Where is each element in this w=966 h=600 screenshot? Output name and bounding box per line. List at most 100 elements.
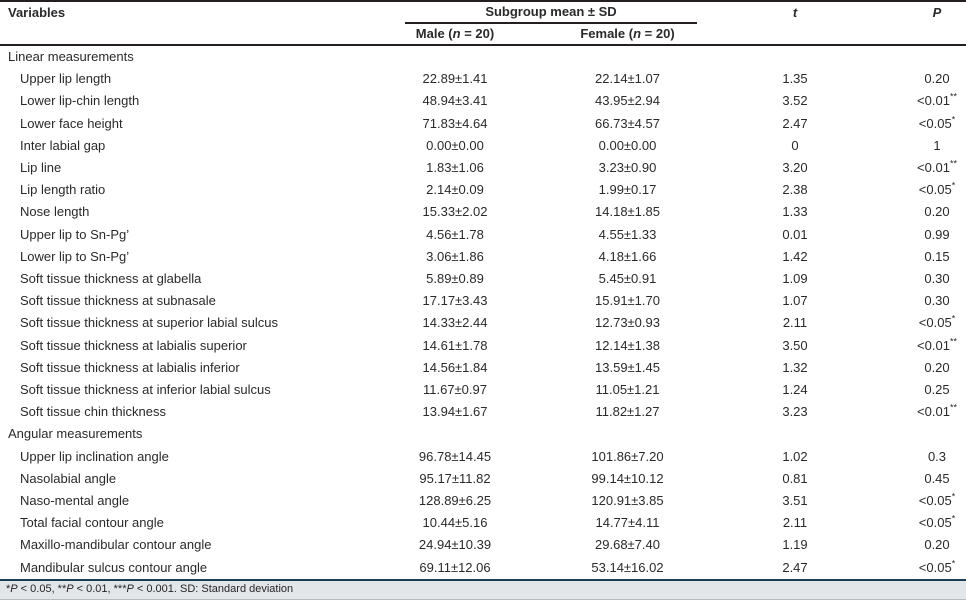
male-mean-sd: 128.89±6.25	[418, 493, 492, 509]
female-mean-sd: 53.14±16.02	[591, 559, 664, 575]
variable-name: Soft tissue thickness at glabella	[20, 271, 202, 287]
footnote: *P < 0.05, **P < 0.01, ***P < 0.001. SD:…	[0, 578, 966, 600]
table-row: Upper lip length 22.89±1.41 22.14±1.07 1.35…	[0, 68, 966, 90]
female-mean-sd: 3.23±0.90	[598, 160, 657, 176]
female-mean-sd: 0.00±0.00	[598, 137, 657, 153]
variable-name: Soft tissue thickness at superior labial…	[20, 315, 278, 331]
female-mean-sd: 4.55±1.33	[598, 226, 657, 242]
p-value: 0.15	[924, 248, 950, 264]
female-mean-sd: 12.14±1.38	[595, 337, 660, 353]
table-row: Lower face height 71.83±4.64 66.73±4.57 2.4…	[0, 113, 966, 135]
significance-marker: *	[951, 314, 956, 325]
t-value: 3.50	[782, 337, 808, 353]
p-value: 0.20	[924, 71, 950, 87]
female-mean-sd: 1.99±0.17	[598, 182, 657, 198]
table-row: Lip line 1.83±1.06 3.23±0.90 3.20 <0.01**	[0, 157, 966, 179]
variable-name: Lower lip to Sn-Pg’	[20, 248, 130, 264]
t-value: 1.35	[782, 71, 808, 87]
female-mean-sd: 4.18±1.66	[598, 248, 657, 264]
table-header: Variables Subgroup mean ± SD t P Male (n…	[0, 1, 966, 45]
female-mean-sd: 29.68±7.40	[595, 537, 660, 553]
female-mean-sd: 14.18±1.85	[595, 204, 660, 220]
section-label: Linear measurements	[8, 49, 134, 64]
male-mean-sd: 5.89±0.89	[426, 271, 484, 287]
male-mean-sd: 71.83±4.64	[422, 115, 488, 131]
significance-marker: *	[951, 491, 956, 502]
variable-name: Lower face height	[20, 115, 123, 131]
t-value: 1.33	[782, 204, 808, 220]
t-value: 3.52	[782, 93, 808, 109]
significance-marker: **	[949, 92, 957, 103]
significance-marker: **	[949, 402, 957, 413]
column-header-subgroup: Subgroup mean ± SD	[375, 1, 720, 24]
column-header-male: Male (n = 20)	[415, 26, 495, 41]
t-value: 0	[791, 137, 799, 153]
table-row: Inter labial gap 0.00±0.00 0.00±0.00 0 1	[0, 135, 966, 157]
t-value: 0.01	[782, 226, 808, 242]
t-value: 1.07	[782, 293, 808, 309]
variable-name: Inter labial gap	[20, 137, 106, 153]
table-row: Soft tissue thickness at labialis superi…	[0, 335, 966, 357]
p-value: 0.20	[924, 537, 950, 553]
variable-name: Soft tissue thickness at inferior labial…	[20, 382, 271, 398]
t-value: 2.11	[782, 515, 808, 531]
female-mean-sd: 66.73±4.57	[595, 115, 660, 131]
variable-name: Upper lip inclination angle	[20, 448, 169, 464]
table-row: Nasolabial angle 95.17±11.82 99.14±10.12 0.…	[0, 468, 966, 490]
table-row: Lip length ratio 2.14±0.09 1.99±0.17 2.38 <0…	[0, 179, 966, 201]
male-mean-sd: 22.89±1.41	[422, 71, 488, 87]
section-label: Angular measurements	[8, 426, 143, 442]
female-mean-sd: 11.82±1.27	[595, 404, 660, 420]
significance-marker: *	[951, 114, 956, 125]
t-value: 2.47	[782, 115, 808, 131]
table-row: Total facial contour angle 10.44±5.16 14.7…	[0, 512, 966, 534]
t-value: 1.02	[782, 448, 808, 464]
significance-marker: **	[949, 336, 957, 347]
variable-name: Total facial contour angle	[20, 515, 164, 531]
variable-name: Nose length	[20, 204, 90, 220]
significance-marker: **	[949, 158, 957, 169]
male-mean-sd: 4.56±1.78	[426, 226, 484, 242]
p-value: <0.05*	[918, 513, 956, 531]
variable-name: Upper lip to Sn-Pg’	[20, 226, 130, 242]
variable-name: Soft tissue thickness at labialis inferi…	[20, 359, 240, 375]
t-value: 1.32	[782, 359, 808, 375]
table-row: Soft tissue chin thickness 13.94±1.67 11.8…	[0, 401, 966, 423]
t-value: 1.24	[782, 382, 808, 398]
male-mean-sd: 48.94±3.41	[422, 93, 488, 109]
female-mean-sd: 13.59±1.45	[595, 359, 660, 375]
female-mean-sd: 14.77±4.11	[595, 515, 660, 531]
male-mean-sd: 24.94±10.39	[418, 537, 492, 553]
p-value: <0.05*	[918, 491, 956, 509]
p-value: 0.20	[924, 359, 950, 375]
variable-name: Mandibular sulcus contour angle	[20, 559, 208, 575]
male-mean-sd: 69.11±12.06	[419, 559, 491, 575]
column-header-female: Female (n = 20)	[580, 26, 675, 41]
male-mean-sd: 96.78±14.45	[418, 448, 492, 464]
p-value: <0.01**	[917, 92, 957, 109]
female-mean-sd: 12.73±0.93	[595, 315, 660, 331]
t-value: 2.47	[782, 559, 808, 575]
p-value: 0.45	[924, 470, 950, 486]
header-row-1: Variables Subgroup mean ± SD t P	[0, 1, 966, 24]
p-value: <0.01**	[917, 336, 957, 353]
male-mean-sd: 11.67±0.97	[422, 382, 487, 398]
p-value: <0.05*	[918, 558, 956, 575]
table-row: Maxillo-mandibular contour angle 24.94±10…	[0, 534, 966, 556]
significance-marker: *	[951, 180, 956, 191]
female-mean-sd: 22.14±1.07	[595, 71, 660, 87]
male-mean-sd: 0.00±0.00	[426, 137, 484, 153]
male-mean-sd: 95.17±11.82	[419, 470, 491, 486]
variable-name: Lip line	[20, 160, 62, 176]
variable-name: Soft tissue thickness at subnasale	[20, 293, 216, 309]
table-row: Soft tissue thickness at subnasale 17.17±…	[0, 290, 966, 312]
p-value: <0.05*	[918, 180, 956, 198]
p-value: 0.25	[924, 382, 950, 398]
male-mean-sd: 2.14±0.09	[426, 182, 484, 198]
table-row: Upper lip inclination angle 96.78±14.45 10…	[0, 446, 966, 468]
female-mean-sd: 101.86±7.20	[591, 448, 664, 464]
variable-name: Soft tissue thickness at labialis superi…	[20, 337, 247, 353]
t-value: 3.23	[782, 404, 808, 420]
female-mean-sd: 11.05±1.21	[595, 382, 660, 398]
